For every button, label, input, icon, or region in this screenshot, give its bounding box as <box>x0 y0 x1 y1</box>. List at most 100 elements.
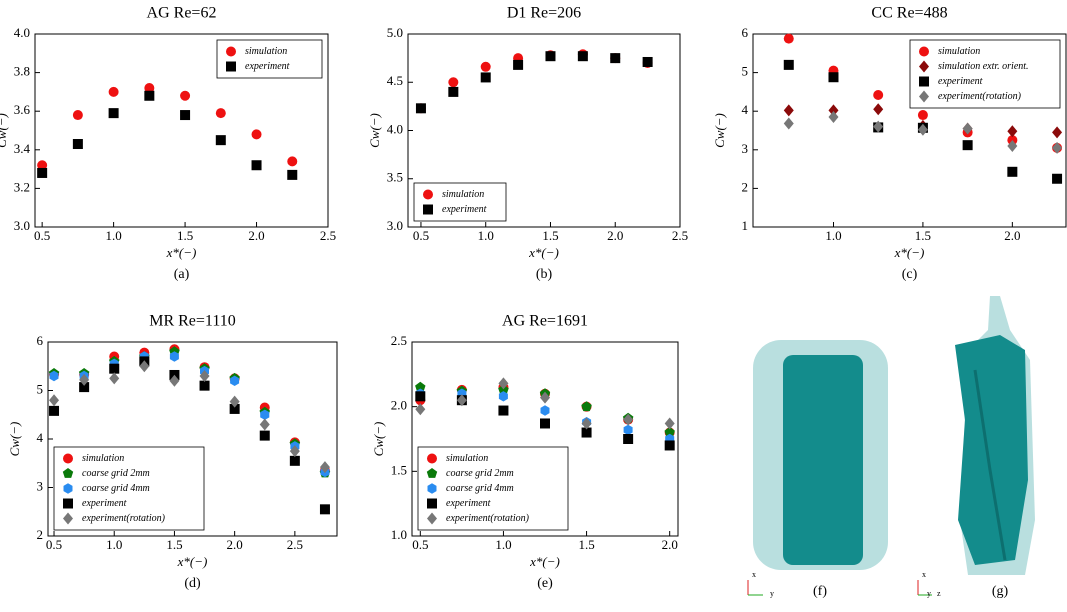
point <box>79 382 90 393</box>
caption: (b) <box>536 267 553 282</box>
legend-marker <box>226 61 236 72</box>
legend-marker <box>423 189 433 200</box>
point <box>545 51 556 62</box>
point <box>260 409 270 420</box>
legend-box <box>216 39 323 79</box>
point <box>139 360 150 373</box>
legend-marker <box>919 76 929 87</box>
axis-letter: z <box>937 589 941 598</box>
y-axis-label: Cw(−) <box>7 422 22 457</box>
y-tick-label: 2.0 <box>391 398 407 413</box>
x-axis-label: x*(−) <box>529 554 560 569</box>
legend-label: coarse grid 4mm <box>446 483 514 494</box>
point <box>259 418 270 431</box>
x-tick-label: 2.0 <box>1004 228 1020 243</box>
point <box>577 51 588 62</box>
y-axis-label: Cw(−) <box>371 422 386 457</box>
y-axis-label: Cw(−) <box>367 113 382 148</box>
point <box>917 110 928 121</box>
legend-label: coarse grid 2mm <box>446 468 514 479</box>
legend-marker <box>427 453 437 464</box>
legend-marker <box>63 453 73 464</box>
x-tick-label: 2.5 <box>287 537 303 552</box>
point <box>783 33 794 44</box>
legend-label: simulation <box>245 46 287 57</box>
point <box>319 461 330 474</box>
point <box>783 117 794 130</box>
point <box>1007 166 1018 177</box>
point <box>664 440 675 451</box>
point <box>783 104 794 117</box>
y-tick-label: 3 <box>742 141 749 156</box>
point <box>415 403 426 416</box>
chart-title: AG Re=1691 <box>502 313 588 330</box>
legend-label: experiment(rotation) <box>938 91 1022 102</box>
legend-marker <box>919 46 929 57</box>
axis-letter: x <box>752 570 756 579</box>
x-tick-label: 1.0 <box>478 228 494 243</box>
point <box>229 403 240 414</box>
fold <box>973 369 1007 561</box>
legend-marker <box>62 468 74 478</box>
point <box>229 395 240 408</box>
x-tick-label: 1.0 <box>105 228 121 243</box>
caption: (e) <box>537 576 553 591</box>
point <box>251 129 262 140</box>
y-tick-label: 3.8 <box>14 64 30 79</box>
y-tick-label: 5 <box>37 381 44 396</box>
point <box>1007 125 1018 138</box>
x-tick-label: 1.5 <box>915 228 931 243</box>
y-tick-label: 2 <box>37 527 44 542</box>
point <box>456 394 467 407</box>
chart-title: CC Re=488 <box>871 5 947 22</box>
legend-label: simulation <box>446 453 488 464</box>
legend-label: experiment <box>446 498 491 509</box>
point <box>199 380 210 391</box>
y-tick-label: 3.0 <box>387 218 403 233</box>
y-tick-label: 4.0 <box>387 121 403 136</box>
legend-label: simulation extr. orient. <box>938 61 1029 72</box>
legend-box <box>417 446 569 531</box>
point <box>144 90 155 101</box>
legend-marker <box>426 468 438 478</box>
point <box>415 391 426 402</box>
y-tick-label: 4.0 <box>14 25 30 40</box>
point <box>108 108 119 119</box>
chart-title: AG Re=62 <box>147 5 217 22</box>
legend-marker <box>919 90 929 103</box>
y-tick-label: 5 <box>742 64 749 79</box>
x-tick-label: 2.0 <box>248 228 264 243</box>
x-tick-label: 1.0 <box>106 537 122 552</box>
point <box>287 169 298 180</box>
point <box>498 405 509 416</box>
x-tick-label: 1.5 <box>166 537 182 552</box>
point <box>828 72 839 83</box>
point <box>230 375 240 386</box>
point <box>49 370 59 382</box>
x-axis-label: x*(−) <box>166 245 197 260</box>
legend-label: coarse grid 4mm <box>82 483 150 494</box>
point <box>448 86 459 97</box>
point <box>199 369 210 382</box>
point <box>72 139 83 150</box>
legend-box <box>909 39 1061 109</box>
point <box>415 103 426 114</box>
axis-letter: x <box>922 570 926 579</box>
y-axis-label: Cw(−) <box>0 113 9 148</box>
point <box>108 86 119 97</box>
axis-letter: y <box>770 589 774 598</box>
inner-volume <box>783 355 863 565</box>
point <box>287 156 298 167</box>
x-tick-label: 1.0 <box>825 228 841 243</box>
legend-box <box>53 446 205 531</box>
y-tick-label: 4.5 <box>387 73 403 88</box>
point <box>289 455 300 466</box>
point <box>1007 139 1018 152</box>
y-tick-label: 6 <box>37 333 44 348</box>
point <box>49 405 60 416</box>
point <box>540 418 550 429</box>
legend-label: experiment <box>938 76 983 87</box>
y-tick-label: 3.0 <box>14 218 30 233</box>
caption: (g) <box>992 584 1009 599</box>
